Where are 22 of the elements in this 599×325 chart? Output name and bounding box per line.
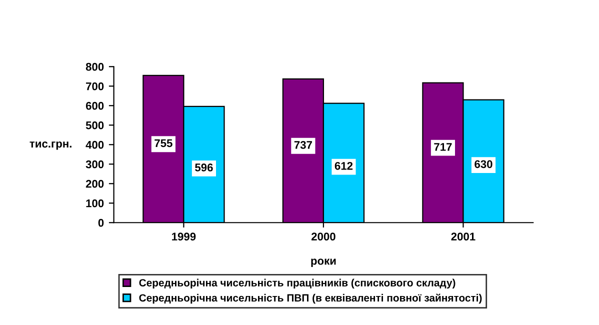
data-label: 612	[334, 162, 353, 170]
y-tick-label: 700	[86, 82, 104, 90]
legend-label: Середньорічна чисельність ПВП (в еквіваленті повної зайнятості)	[139, 294, 482, 304]
data-label: 717	[434, 143, 452, 151]
y-axis-title: тис.грн.	[30, 142, 72, 150]
x-tick-label: 2000	[311, 232, 336, 241]
data-label: 737	[294, 141, 312, 149]
y-tick-label: 400	[86, 140, 104, 149]
y-tick-label: 500	[86, 121, 104, 130]
x-tick-label: 1999	[172, 232, 196, 241]
data-label: 630	[474, 160, 492, 168]
legend-label: Середньорічна чисельність працівників (спискового складу)	[139, 278, 456, 289]
x-tick-label: 2001	[451, 232, 476, 241]
y-tick-label: 0	[98, 218, 104, 227]
data-label: 755	[154, 139, 172, 148]
y-tick-label: 100	[86, 199, 104, 208]
y-tick-label: 200	[86, 180, 104, 188]
y-tick-label: 600	[86, 102, 104, 110]
data-label: 596	[195, 164, 213, 172]
y-tick-label: 300	[86, 160, 104, 168]
x-axis-title: роки	[311, 258, 336, 267]
y-tick-label: 800	[86, 62, 104, 71]
